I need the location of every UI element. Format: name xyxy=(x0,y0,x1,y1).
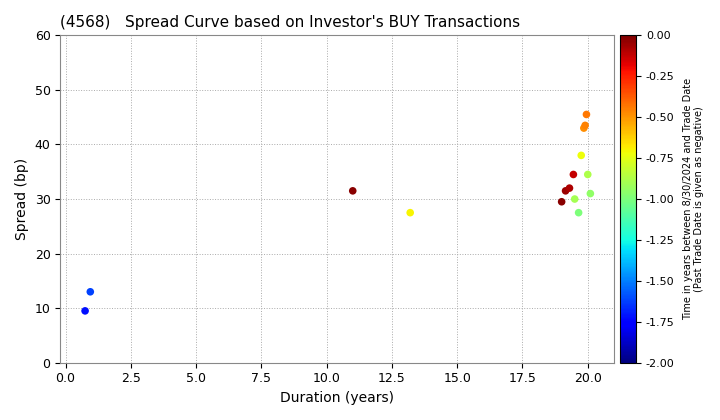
Point xyxy=(580,122,591,129)
Point xyxy=(560,187,572,194)
X-axis label: Duration (years): Duration (years) xyxy=(280,391,394,405)
Point xyxy=(564,185,575,192)
Point xyxy=(79,307,91,314)
Point xyxy=(84,289,96,295)
Point xyxy=(582,171,593,178)
Point xyxy=(569,196,580,202)
Point xyxy=(581,111,593,118)
Point xyxy=(556,198,567,205)
Point xyxy=(575,152,587,159)
Point xyxy=(405,209,416,216)
Point xyxy=(585,190,596,197)
Point xyxy=(578,125,590,131)
Y-axis label: Time in years between 8/30/2024 and Trade Date
(Past Trade Date is given as nega: Time in years between 8/30/2024 and Trad… xyxy=(683,78,704,320)
Y-axis label: Spread (bp): Spread (bp) xyxy=(15,158,29,240)
Point xyxy=(347,187,359,194)
Point xyxy=(573,209,585,216)
Point xyxy=(567,171,579,178)
Text: (4568)   Spread Curve based on Investor's BUY Transactions: (4568) Spread Curve based on Investor's … xyxy=(60,15,521,30)
